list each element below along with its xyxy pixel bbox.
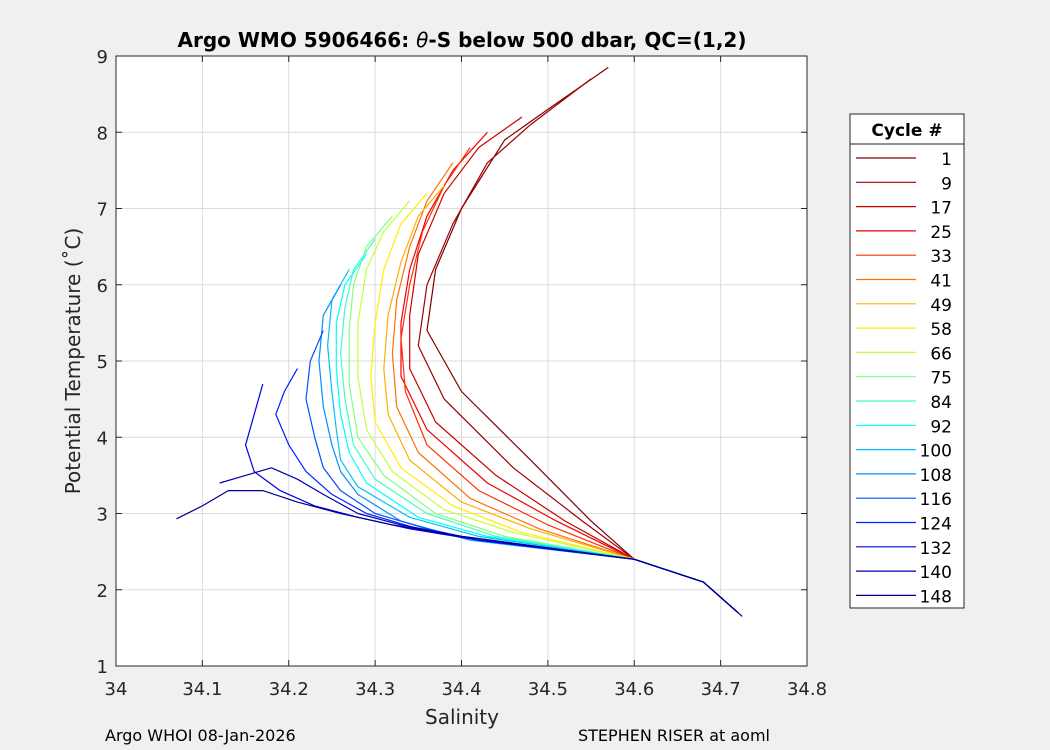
legend-items: 1 9 17 25 33 41 49 58 66 75 84 92 100 108 116 124 132 140…	[856, 150, 952, 607]
x-tick-label: 34.1	[182, 679, 222, 700]
legend-label: 124	[920, 515, 952, 535]
legend-label: 100	[920, 442, 952, 462]
plot-frame	[115, 55, 808, 667]
legend-label: 140	[920, 563, 952, 583]
legend-label: 33	[930, 247, 952, 267]
y-tick-label: 1	[97, 657, 108, 678]
y-tick-label: 2	[97, 581, 108, 602]
grid	[115, 55, 808, 667]
y-tick-label: 5	[97, 352, 108, 373]
legend-label: 25	[930, 223, 952, 243]
legend-box	[849, 113, 965, 609]
title-prefix: Argo WMO 5906466:	[178, 28, 417, 52]
legend-label: 58	[930, 320, 952, 340]
title-theta: θ	[416, 28, 428, 52]
legend-label: 9	[941, 174, 952, 194]
footer-left: Argo WHOI 08-Jan-2026	[105, 726, 296, 745]
title-suffix: -S below 500 dbar, QC=(1,2)	[428, 28, 746, 52]
y-tick-label: 4	[97, 428, 108, 449]
x-tick-label: 34.8	[787, 679, 827, 700]
x-tick-label: 34.3	[355, 679, 395, 700]
legend-label: 148	[920, 587, 952, 607]
x-tick-label: 34.6	[614, 679, 654, 700]
x-tick-label: 34.4	[441, 679, 481, 700]
y-tick-label: 7	[97, 200, 108, 221]
x-tick-label: 34	[105, 679, 128, 700]
legend-label: 75	[930, 369, 952, 389]
x-axis-label: Salinity	[425, 705, 499, 729]
legend-label: 84	[930, 393, 952, 413]
series-group	[176, 66, 743, 617]
y-axis-label: Potential Temperature (˚C)	[61, 228, 85, 495]
legend-label: 17	[930, 199, 952, 219]
x-tick-labels: 34 34.1 34.2 34.3 34.4 34.5 34.6 34.7 34.8	[105, 679, 827, 700]
y-tick-labels: 1 2 3 4 5 6 7 8 9	[97, 47, 108, 678]
y-tick-label: 8	[97, 123, 108, 144]
footer-right: STEPHEN RISER at aoml	[578, 726, 770, 745]
x-tick-label: 34.2	[269, 679, 309, 700]
y-tick-label: 6	[97, 276, 108, 297]
legend-label: 1	[941, 150, 952, 170]
series-line-18	[176, 490, 743, 617]
legend-label: 116	[920, 490, 952, 510]
y-tick-label: 9	[97, 47, 108, 68]
legend-title: Cycle #	[871, 121, 942, 141]
y-tick-label: 3	[97, 505, 108, 526]
x-tick-label: 34.5	[528, 679, 568, 700]
legend-label: 92	[930, 417, 952, 437]
legend-label: 49	[930, 296, 952, 316]
legend-label: 132	[920, 539, 952, 559]
legend-label: 108	[920, 466, 952, 486]
x-tick-label: 34.7	[701, 679, 741, 700]
chart-title: Argo WMO 5906466: θ-S below 500 dbar, QC…	[178, 28, 747, 52]
legend: Cycle # 19172533414958667584921001081161…	[849, 113, 965, 609]
legend-label: 41	[930, 272, 952, 292]
legend-label: 66	[930, 344, 952, 364]
